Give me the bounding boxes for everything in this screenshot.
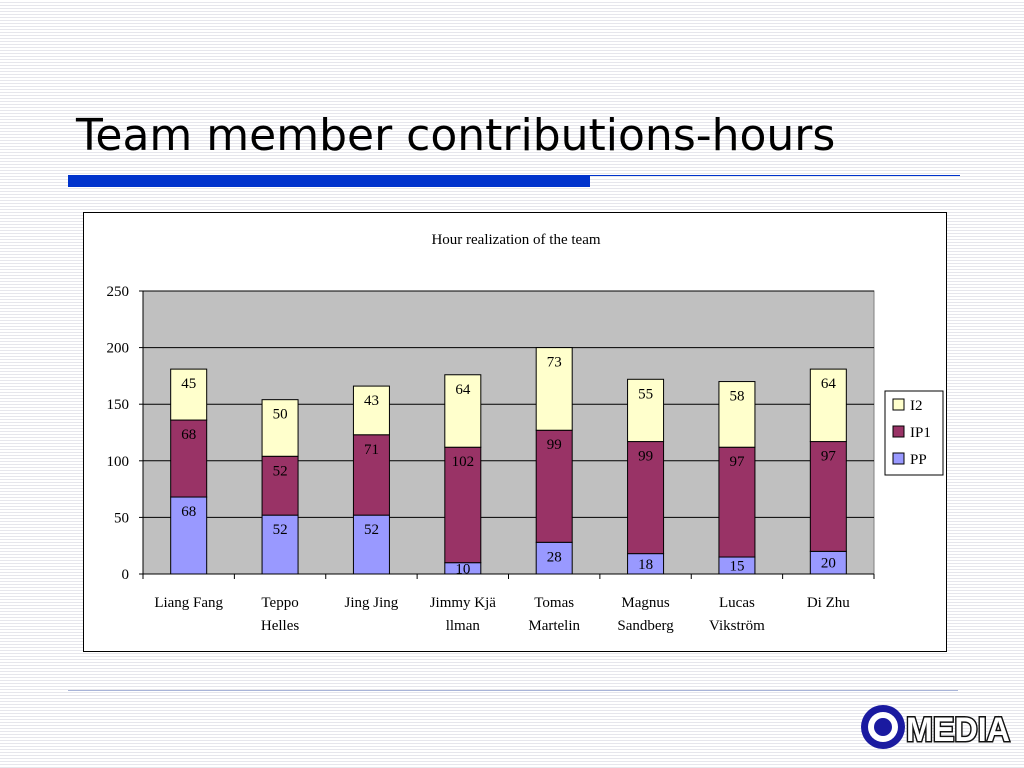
- logo-wordmark: MEDIA: [906, 711, 1010, 749]
- data-label: 99: [638, 449, 653, 465]
- data-label: 18: [638, 557, 653, 573]
- data-label: 50: [273, 407, 288, 423]
- x-tick-label: Jimmy Kjä: [430, 595, 497, 611]
- x-tick-label: Jing Jing: [345, 595, 399, 611]
- data-label: 97: [821, 449, 837, 465]
- bar-segment-ip1: [535, 429, 573, 543]
- data-label: 52: [273, 522, 288, 538]
- bar-segment-i2: [352, 385, 390, 436]
- y-tick-label: 150: [107, 397, 130, 413]
- data-label: 43: [364, 393, 379, 409]
- data-label: 64: [455, 382, 471, 398]
- bar-segment-i2: [261, 399, 299, 457]
- x-tick-label: Teppo: [261, 595, 298, 611]
- title-underline-accent: [68, 175, 590, 187]
- data-label: 28: [547, 549, 562, 565]
- x-tick-label: llman: [446, 618, 481, 634]
- legend-swatch-pp: [892, 452, 905, 465]
- data-label: 97: [729, 454, 745, 470]
- data-label: 52: [273, 463, 288, 479]
- x-tick-label: Vikström: [709, 618, 765, 634]
- x-tick-label: Liang Fang: [154, 595, 223, 611]
- y-tick-label: 50: [114, 510, 129, 526]
- media-logo: MEDIA: [858, 702, 1014, 752]
- bar-segment-pp: [535, 541, 573, 575]
- x-tick-label: Martelin: [528, 618, 580, 634]
- data-label: 68: [181, 427, 196, 443]
- y-tick-label: 100: [107, 454, 130, 470]
- bar-segment-i2: [718, 381, 756, 448]
- data-label: 99: [547, 437, 562, 453]
- data-label: 102: [452, 454, 475, 470]
- title-underline-line: [590, 175, 960, 176]
- y-tick-label: 250: [107, 284, 130, 300]
- data-label: 64: [821, 376, 837, 392]
- bar-segment-ip1: [261, 455, 299, 516]
- x-tick-label: Helles: [261, 618, 299, 634]
- data-label: 58: [729, 389, 744, 405]
- x-tick-label: Tomas: [534, 595, 574, 611]
- footer-divider: [68, 690, 958, 691]
- chart-title: Hour realization of the team: [431, 232, 600, 248]
- data-label: 68: [181, 504, 196, 520]
- bar-segment-i2: [809, 368, 847, 443]
- x-tick-label: Sandberg: [617, 618, 674, 634]
- data-label: 10: [455, 561, 470, 577]
- bar-segment-i2: [627, 378, 665, 443]
- y-tick-label: 0: [122, 567, 130, 583]
- data-label: 52: [364, 522, 379, 538]
- bar-segment-ip1: [627, 441, 665, 555]
- bar-segment-i2: [444, 374, 482, 448]
- x-tick-label: Magnus: [621, 595, 669, 611]
- data-label: 71: [364, 442, 379, 458]
- bar-segment-i2: [535, 347, 573, 431]
- chart-frame: Hour realization of the team 0 50 100 150 200…: [83, 212, 947, 652]
- x-tick-label: Di Zhu: [807, 595, 850, 611]
- data-label: 20: [821, 556, 836, 572]
- plot-area: [142, 290, 875, 575]
- data-label: 73: [547, 355, 562, 371]
- y-tick-label: 200: [107, 341, 130, 357]
- legend-swatch-i2: [892, 398, 905, 411]
- data-label: 45: [181, 376, 196, 392]
- legend-label: IP1: [910, 425, 931, 441]
- x-tick-label: Lucas: [719, 595, 755, 611]
- legend-label: PP: [910, 452, 927, 468]
- bar-segment-pp: [170, 496, 208, 575]
- bar-segment-pp: [352, 514, 390, 575]
- legend-label: I2: [910, 398, 923, 414]
- data-label: 15: [729, 559, 744, 575]
- bar-segment-ip1: [444, 446, 482, 564]
- data-label: 55: [638, 386, 653, 402]
- stacked-bar-chart: Hour realization of the team 0 50 100 150 200…: [107, 232, 944, 634]
- slide-title: Team member contributions-hours: [76, 110, 836, 161]
- bar-segment-i2: [170, 368, 208, 421]
- legend-swatch-ip1: [892, 425, 905, 438]
- bar-segment-ip1: [809, 441, 847, 552]
